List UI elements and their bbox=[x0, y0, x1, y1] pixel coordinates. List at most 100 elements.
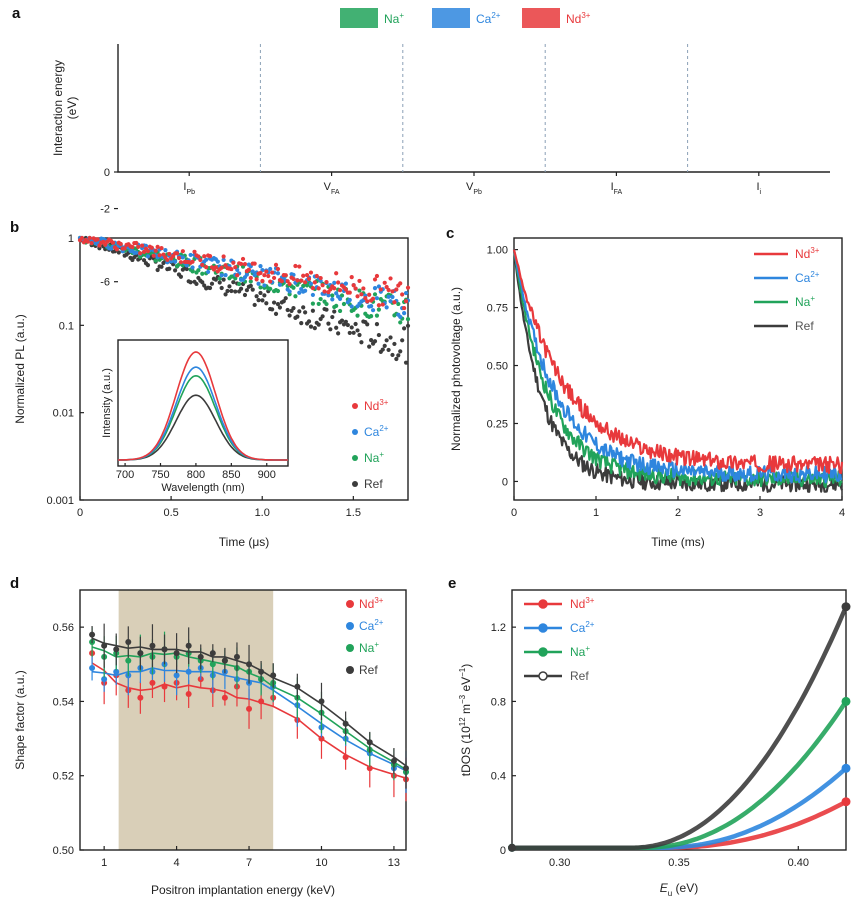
point-b-Ref bbox=[188, 280, 193, 285]
point-b-Nd3+ bbox=[316, 286, 321, 291]
point-d-Ref bbox=[173, 650, 180, 657]
point-b-Nd3+ bbox=[221, 254, 226, 259]
point-b-Ref bbox=[219, 285, 224, 291]
legend-a-Ca2+-sup: 2+ bbox=[491, 11, 500, 20]
xtick-label-d: 1 bbox=[101, 857, 107, 869]
point-b-Ref bbox=[299, 321, 304, 326]
point-b-Ref bbox=[297, 309, 302, 314]
legend-a-Ca2+: Ca2+ bbox=[476, 11, 501, 26]
point-d-Ca2+ bbox=[101, 676, 108, 683]
xlabel-e-rest: (eV) bbox=[672, 881, 698, 895]
point-b-Nd3+ bbox=[279, 279, 284, 284]
shaded-region-d bbox=[118, 590, 274, 850]
xtick-label-a-base: V bbox=[324, 181, 332, 193]
point-b-Nd3+ bbox=[233, 265, 238, 270]
point-b-Na+ bbox=[217, 276, 222, 281]
point-d-Ref bbox=[294, 683, 301, 690]
point-b-Nd3+ bbox=[174, 251, 180, 256]
point-b-Na+ bbox=[318, 296, 323, 302]
point-b-Nd3+ bbox=[87, 235, 92, 241]
point-b-Nd3+ bbox=[159, 245, 164, 251]
point-b-Ca2+ bbox=[169, 259, 174, 264]
point-b-Ca2+ bbox=[268, 266, 273, 272]
legend-swatch-a-Nd3+ bbox=[522, 8, 560, 28]
point-b-Ca2+ bbox=[250, 269, 255, 274]
legend-b-Nd3+-sup: 3+ bbox=[379, 398, 388, 407]
legend-c-Ca2+-base: Ca bbox=[795, 271, 811, 285]
ytick-label-c: 0.25 bbox=[487, 418, 508, 430]
point-b-Nd3+ bbox=[374, 273, 380, 279]
ytick-label-d: 0.56 bbox=[53, 622, 74, 634]
point-b-Nd3+ bbox=[312, 280, 317, 285]
legend-marker-e-Ca2+ bbox=[538, 623, 548, 633]
point-b-Nd3+ bbox=[151, 253, 156, 258]
xtick-label-d: 10 bbox=[315, 857, 327, 869]
legend-e-Ca2+: Ca2+ bbox=[570, 620, 595, 635]
point-b-Nd3+ bbox=[103, 242, 108, 247]
point-b-Ca2+ bbox=[244, 272, 250, 277]
point-b-Ref bbox=[398, 349, 403, 354]
point-b-Ref bbox=[184, 266, 189, 272]
ylabel-a-line1: Interaction energy bbox=[51, 60, 65, 156]
point-b-Ref bbox=[339, 318, 345, 323]
point-b-Nd3+ bbox=[180, 249, 185, 254]
point-b-Nd3+ bbox=[260, 278, 265, 284]
ytick-label-e: 0.4 bbox=[491, 771, 506, 783]
legend-e-Nd3+-sup: 3+ bbox=[585, 596, 594, 605]
point-b-Nd3+ bbox=[386, 287, 391, 293]
point-b-Nd3+ bbox=[79, 235, 85, 241]
point-d-Nd3+ bbox=[221, 694, 228, 701]
point-b-Nd3+ bbox=[134, 240, 139, 246]
panel-label-c: c bbox=[446, 225, 454, 242]
fit-line-d-Ca2+ bbox=[92, 667, 407, 772]
point-b-Ref bbox=[223, 292, 228, 297]
legend-e-Nd3+: Nd3+ bbox=[570, 596, 595, 611]
point-b-Ref bbox=[270, 307, 275, 312]
point-d-Ref bbox=[246, 661, 253, 668]
legend-c-Na+: Na+ bbox=[795, 294, 815, 309]
point-b-Nd3+ bbox=[268, 279, 273, 284]
legend-d-Na+-sup: + bbox=[374, 640, 379, 649]
point-b-Nd3+ bbox=[264, 269, 269, 274]
legend-c-Nd3+: Nd3+ bbox=[795, 246, 820, 261]
ytick-label-b: 0.01 bbox=[53, 408, 74, 420]
point-b-Ref bbox=[390, 352, 395, 358]
xtick-label-b: 1.0 bbox=[255, 507, 270, 519]
point-b-Ca2+ bbox=[180, 255, 185, 260]
point-d-Ref bbox=[149, 642, 156, 649]
xtick-label-a-base: V bbox=[466, 181, 474, 193]
point-b-Nd3+ bbox=[308, 270, 314, 275]
point-b-Ref bbox=[334, 325, 339, 330]
legend-d-Nd3+-base: Nd bbox=[359, 597, 374, 611]
point-b-Na+ bbox=[341, 301, 347, 307]
ylabel-e-ylabel_sup2: −3 bbox=[458, 694, 467, 704]
point-b-Ca2+ bbox=[258, 264, 263, 269]
ylabel-e-ylabel_sup1: 12 bbox=[458, 717, 467, 726]
point-b-Ref bbox=[167, 266, 172, 271]
point-b-Ref bbox=[221, 277, 226, 282]
point-b-Nd3+ bbox=[370, 296, 376, 301]
legend-swatch-a-Na+ bbox=[340, 8, 378, 28]
xtick-label-b: 0.5 bbox=[163, 507, 178, 519]
point-b-Nd3+ bbox=[157, 253, 162, 258]
xtick-label-d: 7 bbox=[246, 857, 252, 869]
xtick-label-a-sub: i bbox=[760, 189, 762, 196]
point-b-Ca2+ bbox=[256, 281, 261, 286]
point-b-Ref bbox=[372, 339, 378, 344]
fit-line-d-Na+ bbox=[91, 646, 407, 771]
point-b-Nd3+ bbox=[365, 299, 370, 304]
point-b-Ref bbox=[310, 308, 315, 313]
ytick-label-c: 0 bbox=[502, 476, 508, 488]
legend-marker-d-Na+ bbox=[346, 644, 354, 652]
panel-label-a: a bbox=[12, 5, 21, 22]
point-b-Nd3+ bbox=[355, 294, 360, 299]
ytick-label-e: 1.2 bbox=[491, 622, 506, 634]
xtick-label-a: IFA bbox=[611, 181, 623, 196]
ytick-label-e: 0 bbox=[500, 845, 506, 857]
point-b-Ref bbox=[367, 344, 372, 349]
point-b-Ca2+ bbox=[374, 296, 380, 301]
point-b-Nd3+ bbox=[299, 278, 304, 283]
panel-c: c 0 1 2 3 4 0 0.25 0.50 0.75 1.00 Time (ms) Normaliz… bbox=[446, 225, 845, 549]
point-b-Nd3+ bbox=[252, 261, 257, 266]
point-d-Ref bbox=[318, 698, 325, 705]
